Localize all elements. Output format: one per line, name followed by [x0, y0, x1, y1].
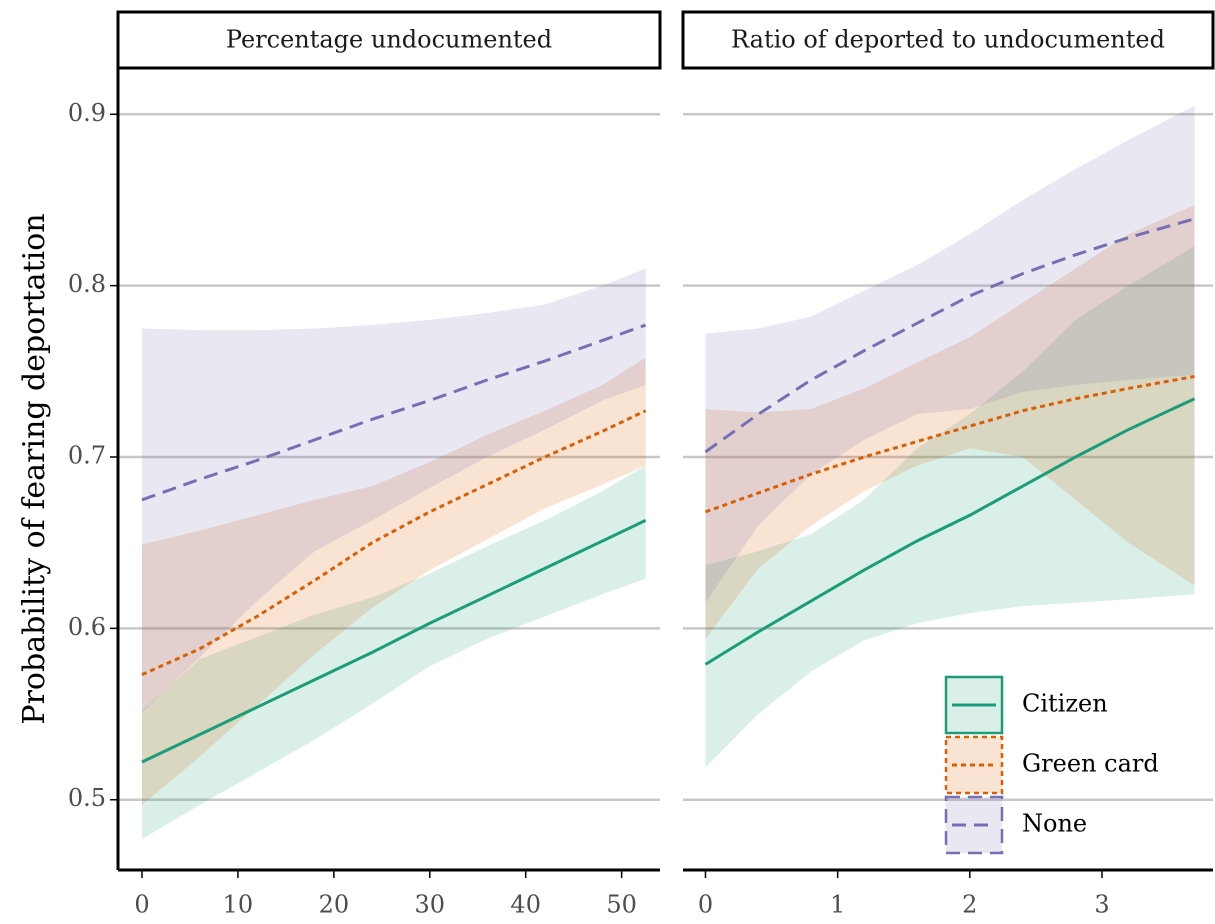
x-tick-label: 0	[134, 891, 149, 919]
confidence-band	[705, 205, 1195, 639]
x-tick-label: 10	[223, 891, 254, 919]
series-line	[141, 519, 647, 764]
legend-label: Citizen	[1022, 690, 1108, 718]
series-line	[704, 397, 1196, 666]
confidence-band	[705, 105, 1195, 603]
y-tick-label: 0.5	[68, 784, 106, 812]
y-axis-label: Probability of fearing deportation	[17, 213, 52, 724]
series-line	[704, 374, 1195, 514]
x-tick-label: 3	[1094, 891, 1109, 919]
y-tick-label: 0.9	[68, 99, 106, 127]
legend-label: None	[1022, 810, 1087, 838]
series-line	[704, 217, 1195, 454]
strip-box	[681, 10, 1215, 70]
x-tick-label: 1	[830, 891, 845, 919]
y-tick-label: 0.7	[68, 442, 106, 470]
confidence-band	[141, 357, 646, 805]
strip-box	[116, 10, 662, 70]
panel-title: Percentage undocumented	[226, 26, 552, 54]
panel-title: Ratio of deported to undocumented	[731, 26, 1165, 54]
legend-label: Green card	[1022, 750, 1159, 778]
confidence-band	[705, 246, 1195, 768]
x-tick-label: 20	[319, 891, 350, 919]
y-tick-label: 0.6	[68, 613, 106, 641]
y-tick-label: 0.8	[68, 270, 106, 298]
series-line	[141, 323, 647, 502]
confidence-band	[141, 268, 646, 713]
series-line	[141, 409, 647, 677]
confidence-band	[141, 465, 646, 840]
x-tick-label: 0	[698, 891, 713, 919]
x-tick-label: 50	[606, 891, 637, 919]
x-tick-label: 40	[510, 891, 541, 919]
x-tick-label: 30	[414, 891, 445, 919]
x-tick-label: 2	[962, 891, 977, 919]
